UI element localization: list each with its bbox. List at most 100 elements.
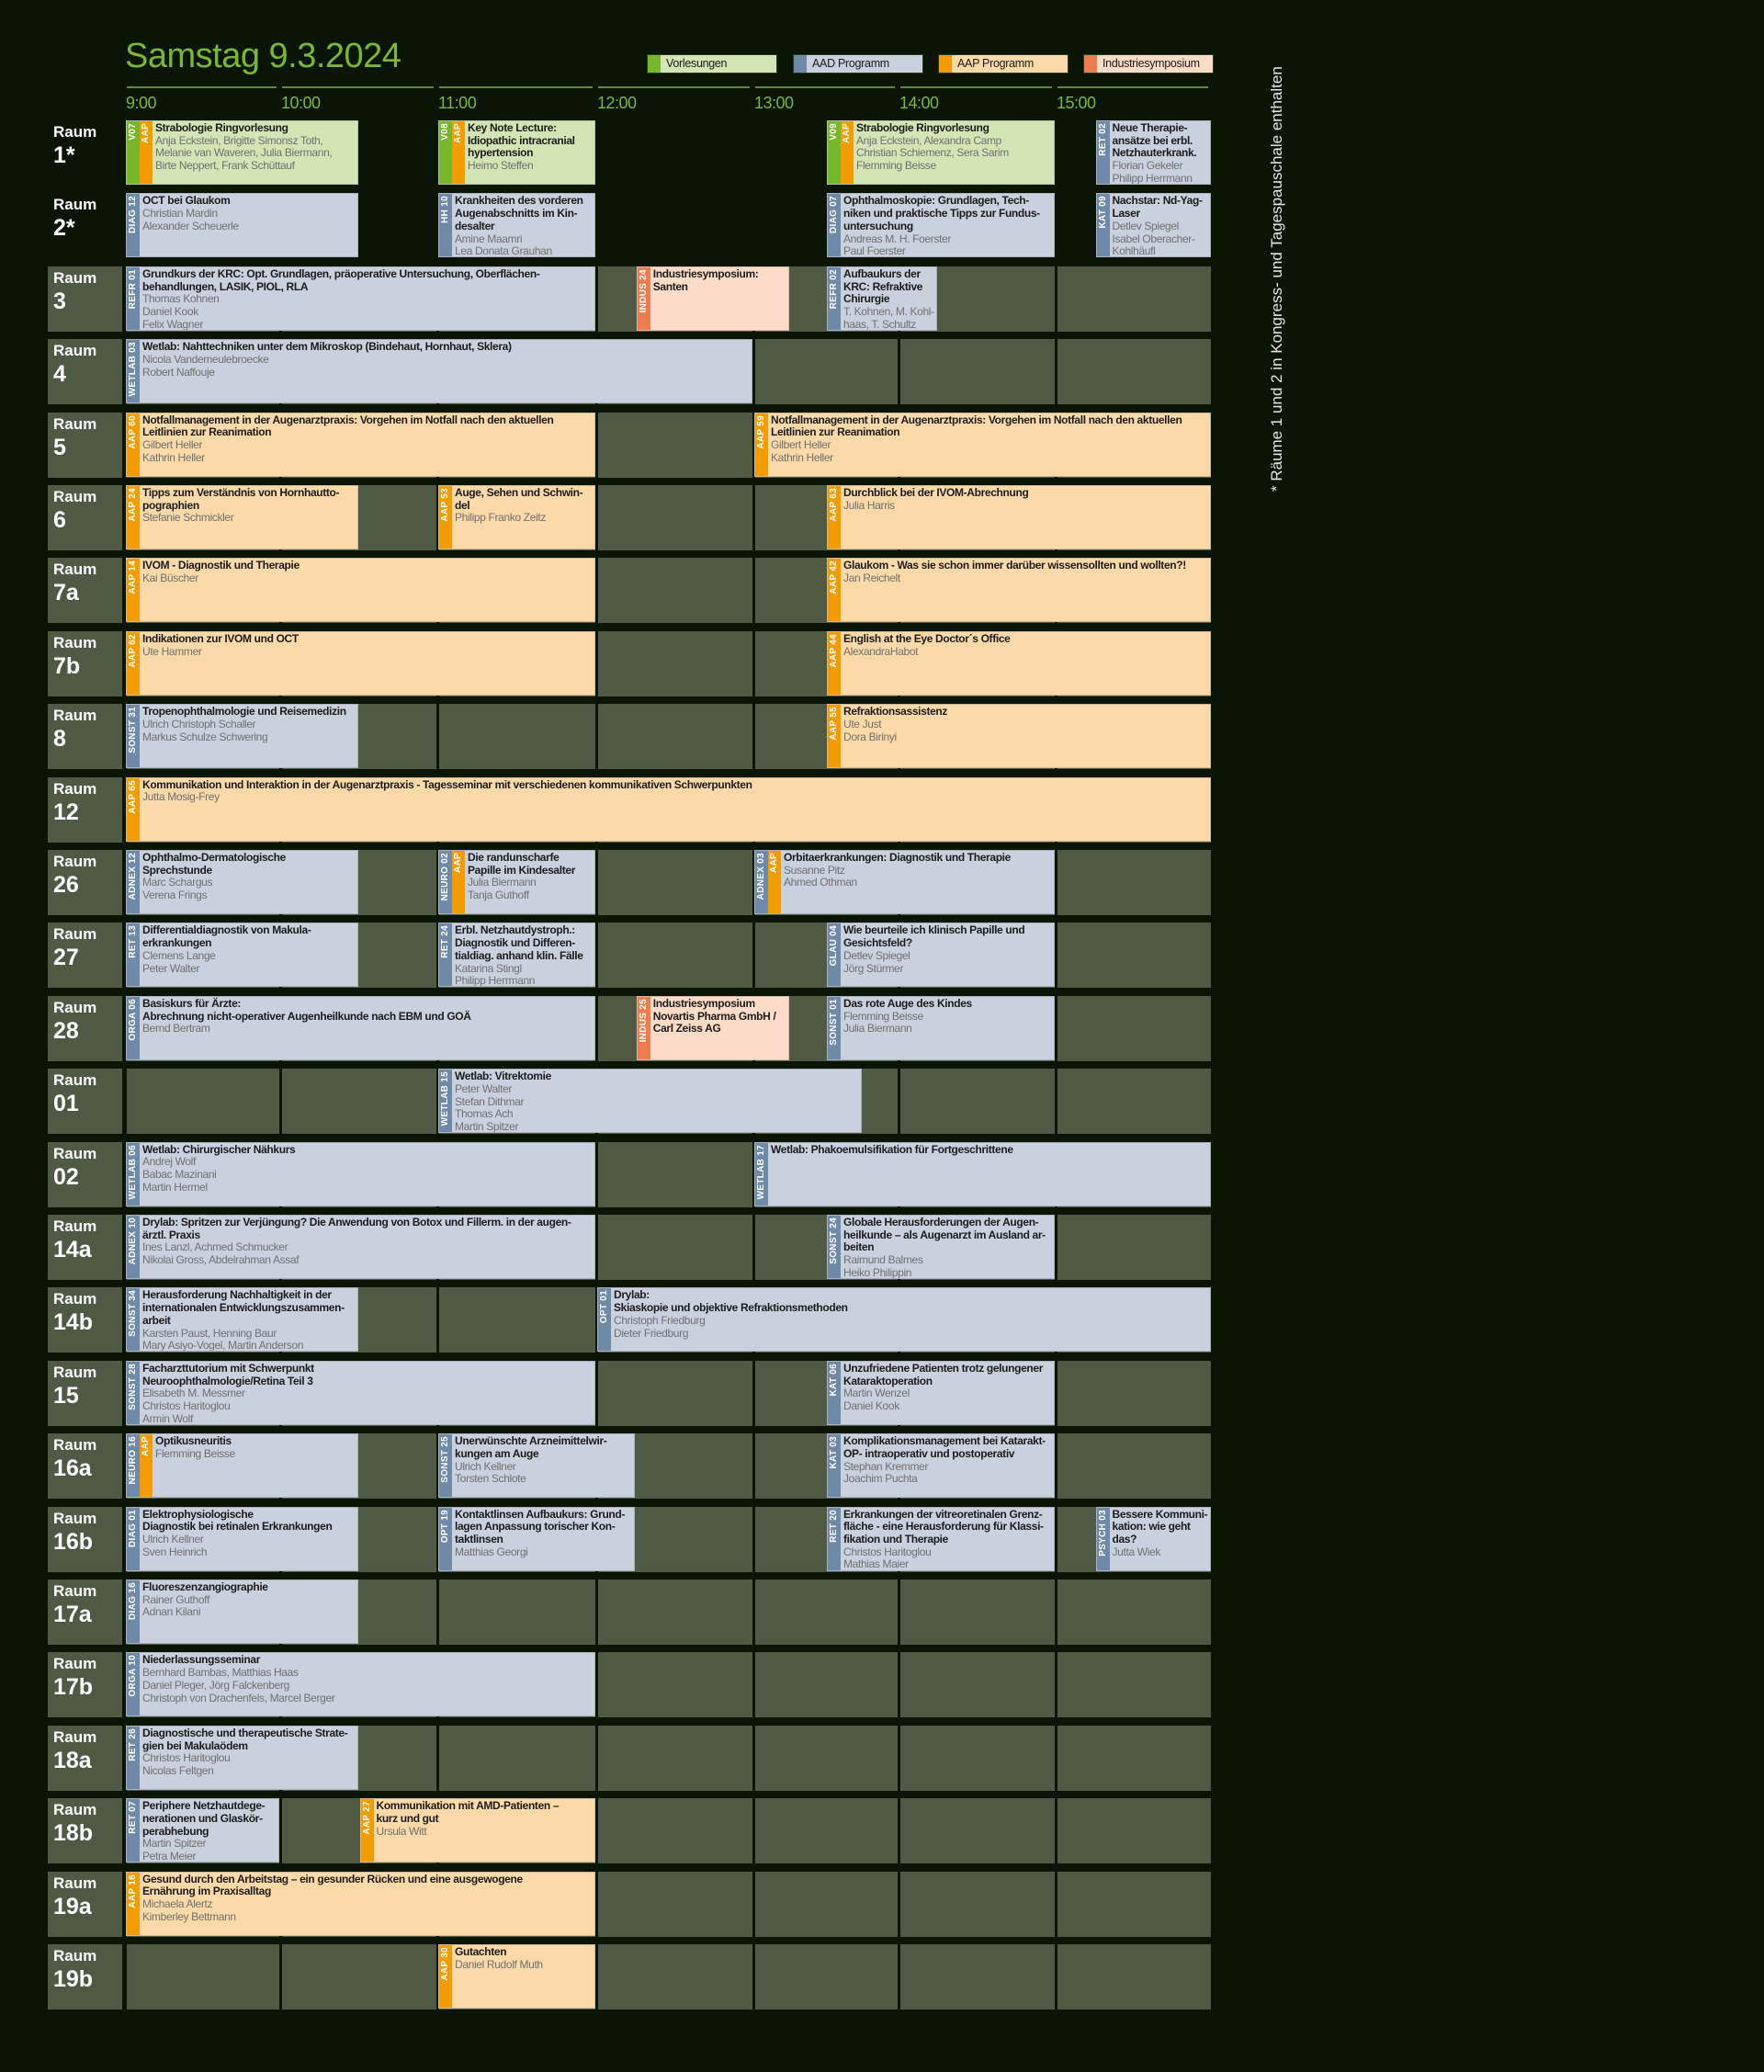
- session-code-bar: HH 10: [439, 194, 452, 257]
- session-card[interactable]: DIAG 07 Ophthalmoskopie: Grundlagen, Tech…: [827, 193, 1055, 258]
- session-card[interactable]: AAP 16 Gesund durch den Arbeitstag – ein …: [126, 1871, 595, 1936]
- session-card[interactable]: SONST 31 Tropenophthalmologie und Reiseme…: [126, 704, 358, 769]
- empty-slot: [439, 704, 595, 770]
- session-title-line: OCT bei Glaukom: [142, 194, 231, 208]
- session-title-line: Wetlab: Chirurgischer Nähkurs: [142, 1142, 296, 1156]
- room-label: Raum 18b: [48, 1798, 122, 1864]
- session-card[interactable]: AAP 30 Gutachten Daniel Rudolf Muth: [438, 1944, 595, 2009]
- speaker-line: Armin Wolf: [142, 1411, 193, 1424]
- session-code-bar: V07: [127, 121, 140, 184]
- session-card[interactable]: SONST 25 Unerwünschte Arzneimittelwir-kun…: [438, 1433, 635, 1499]
- session-title-line: Sprechstunde: [142, 863, 212, 877]
- session-card[interactable]: V08 AAP Key Note Lecture: Idiopathic intrac…: [438, 120, 595, 185]
- session-card[interactable]: SONST 24 Globale Herausforderungen der Au…: [827, 1215, 1055, 1279]
- session-card[interactable]: PSYCH 03 Bessere Kommuni-kation: wie geht…: [1095, 1506, 1211, 1571]
- session-card[interactable]: WETLAB 06 Wetlab: Chirurgischer Nähkurs An…: [126, 1141, 595, 1206]
- session-card[interactable]: AAP 60 Notfallmanagement in der Augenarzt…: [126, 412, 595, 477]
- session-title-line: Drylab:: [614, 1288, 650, 1302]
- session-title-line: Ophthalmoskopie: Grundlagen, Tech-: [843, 194, 1029, 208]
- session-card[interactable]: SONST 01 Das rote Auge des Kindes Flemming…: [827, 995, 1055, 1060]
- session-card[interactable]: V07 AAP Strabologie Ringvorlesung Anja Ecks…: [126, 120, 358, 185]
- session-card[interactable]: AAP 14 IVOM - Diagnostik und Therapie Kai …: [126, 558, 595, 623]
- room-label: Raum 15: [48, 1360, 122, 1426]
- session-code: RET 24: [440, 925, 450, 959]
- legend-label: Industriesymposium: [1102, 57, 1200, 70]
- session-code-bar: RET 26: [127, 1726, 140, 1789]
- session-card[interactable]: REFR 02 Aufbaukurs der KRC: Refraktive Chir…: [827, 266, 937, 331]
- session-code: ORGA 06: [128, 998, 138, 1041]
- session-title-line: tialdiag. anhand klin. Fälle: [455, 948, 583, 962]
- empty-slot: [900, 1871, 1055, 1937]
- session-text: Gutachten Daniel Rudolf Muth: [452, 1945, 594, 2008]
- session-code: RET 13: [128, 925, 138, 959]
- hour-line: [282, 86, 434, 88]
- session-card[interactable]: ADNEX 03 AAP Orbitaerkrankungen: Diagnosti…: [754, 850, 1055, 914]
- session-card[interactable]: AAP 53 Auge, Sehen und Schwin-del Philipp …: [438, 485, 595, 549]
- empty-slot: [900, 1652, 1055, 1718]
- session-card[interactable]: V09 AAP Strabologie Ringvorlesung Anja Ecks…: [827, 120, 1055, 185]
- session-card[interactable]: OPT 19 Kontaktlinsen Aufbaukurs: Grund-la…: [438, 1506, 635, 1571]
- session-card[interactable]: NEURO 16 AAP Optikusneuritis Flemming Beiss…: [126, 1433, 358, 1499]
- session-card[interactable]: REFR 01 Grundkurs der KRC: Opt. Grundlage…: [126, 266, 595, 331]
- session-title-line: Tropenophthalmologie und Reisemedizin: [142, 705, 346, 719]
- session-card[interactable]: NEURO 02 AAP Die randunscharfe Papille im K…: [438, 850, 595, 914]
- speaker-line: Alexander Scheuerle: [142, 219, 239, 232]
- session-title-line: Optikusneuritis: [155, 1434, 232, 1448]
- session-card[interactable]: SONST 34 Herausforderung Nachhaltigkeit i…: [126, 1287, 358, 1353]
- session-card[interactable]: WETLAB 17 Wetlab: Phakoemulsifikation für…: [754, 1141, 1211, 1206]
- session-card[interactable]: DIAG 01 Elektrophysiologische Diagnostik b…: [126, 1506, 358, 1571]
- session-card[interactable]: GLAU 04 Wie beurteile ich klinisch Papill…: [827, 923, 1055, 988]
- empty-slot: [1057, 1725, 1211, 1791]
- empty-slot: [598, 1944, 752, 2010]
- session-code: GLAU 04: [829, 925, 839, 967]
- session-card[interactable]: AAP 59 Notfallmanagement in der Augenarzt…: [754, 412, 1211, 477]
- session-card[interactable]: WETLAB 15 Wetlab: Vitrektomie Peter Walter…: [438, 1069, 862, 1134]
- session-card[interactable]: AAP 62 Indikationen zur IVOM und OCT Ute H…: [126, 630, 595, 696]
- session-card[interactable]: SONST 28 Facharzttutorium mit Schwerpunkt…: [126, 1360, 595, 1425]
- session-card[interactable]: RET 13 Differentialdiagnostik von Makula-…: [126, 923, 358, 988]
- session-card[interactable]: RET 26 Diagnostische und therapeutische S…: [126, 1725, 358, 1790]
- session-title-line: Auge, Sehen und Schwin-: [455, 486, 583, 499]
- session-card[interactable]: AAP 55 Refraktionsassistenz Ute Just Dora B…: [827, 704, 1211, 769]
- session-title-line: Krankheiten des vorderen: [455, 194, 583, 208]
- session-code-bar: REFR 01: [127, 266, 140, 330]
- room-label: Raum 12: [48, 776, 122, 843]
- session-card[interactable]: DIAG 12 OCT bei Glaukom Christian Mardin Al…: [126, 193, 358, 258]
- session-card[interactable]: ORGA 06 Basiskurs für Ärzte: Abrechnung ni…: [126, 995, 595, 1060]
- session-card[interactable]: WETLAB 03 Wetlab: Nahttechniken unter dem…: [126, 339, 752, 404]
- session-card[interactable]: RET 02 Neue Therapie-ansätze bei erbl. Net…: [1095, 120, 1211, 185]
- session-code-bar: ADNEX 03: [755, 851, 768, 913]
- session-card[interactable]: HH 10 Krankheiten des vorderen Augenabschn…: [438, 193, 595, 258]
- session-card[interactable]: AAP 65 Kommunikation und Interaktion in d…: [126, 776, 1211, 842]
- empty-slot: [598, 704, 752, 770]
- session-title-line: Ernährung im Praxisalltag: [142, 1885, 271, 1898]
- session-title-line: Novartis Pharma GmbH /: [652, 1009, 776, 1023]
- session-card[interactable]: INDUS 25 Industriesymposium Novartis Pharm…: [636, 995, 789, 1060]
- speaker-line: Stefanie Schmickler: [142, 511, 234, 525]
- session-card[interactable]: AAP 63 Durchblick bei der IVOM-Abrechnung…: [827, 485, 1211, 549]
- session-card[interactable]: ORGA 10 Niederlassungsseminar Bernhard Bam…: [126, 1652, 595, 1717]
- session-code-bar: SONST 28: [127, 1361, 140, 1424]
- room-label-text: Raum: [53, 268, 97, 287]
- session-card[interactable]: RET 20 Erkrankungen der vitreoretinalen G…: [827, 1506, 1055, 1571]
- session-card[interactable]: ADNEX 10 Drylab: Spritzen zur Verjüngung?…: [126, 1215, 595, 1279]
- session-card[interactable]: RET 24 Erbl. Netzhautdystroph.: Diagnostik…: [438, 923, 595, 988]
- speaker-line: Daniel Pleger, Jörg Falckenberg: [142, 1678, 289, 1692]
- session-card[interactable]: OPT 01 Drylab: Skiaskopie und objektive Re…: [597, 1287, 1211, 1353]
- session-card[interactable]: RET 07 Periphere Netzhautdege-nerationen …: [126, 1798, 279, 1863]
- session-card[interactable]: AAP 24 Tipps zum Verständnis von Hornhaut…: [126, 485, 358, 549]
- session-card[interactable]: AAP 27 Kommunikation mit AMD-Patienten – k…: [359, 1798, 595, 1863]
- session-card[interactable]: KAT 03 Komplikationsmanagement bei Katara…: [827, 1433, 1055, 1499]
- session-card[interactable]: AAP 44 English at the Eye Doctor´s Office…: [827, 630, 1211, 696]
- session-card[interactable]: INDUS 24 Industriesymposium: Santen: [636, 266, 789, 331]
- speaker-line: Christos Haritoglou: [142, 1751, 231, 1765]
- session-code-bar: DIAG 12: [127, 194, 140, 257]
- session-card[interactable]: KAT 09 Nachstar: Nd-Yag- Laser Detlev Spieg…: [1095, 193, 1211, 258]
- session-card[interactable]: ADNEX 12 Ophthalmo-Dermatologische Sprechs…: [126, 850, 358, 914]
- session-card[interactable]: AAP 42 Glaukom - Was sie schon immer darü…: [827, 558, 1211, 623]
- session-card[interactable]: DIAG 16 Fluoreszenzangiographie Rainer Gut…: [126, 1579, 358, 1644]
- session-card[interactable]: KAT 06 Unzufriedene Patienten trotz gelun…: [827, 1360, 1055, 1425]
- legend-label: Vorlesungen: [666, 57, 728, 70]
- session-text: Facharzttutorium mit Schwerpunkt Neurooph…: [140, 1362, 594, 1424]
- session-code: OPT 19: [440, 1509, 450, 1543]
